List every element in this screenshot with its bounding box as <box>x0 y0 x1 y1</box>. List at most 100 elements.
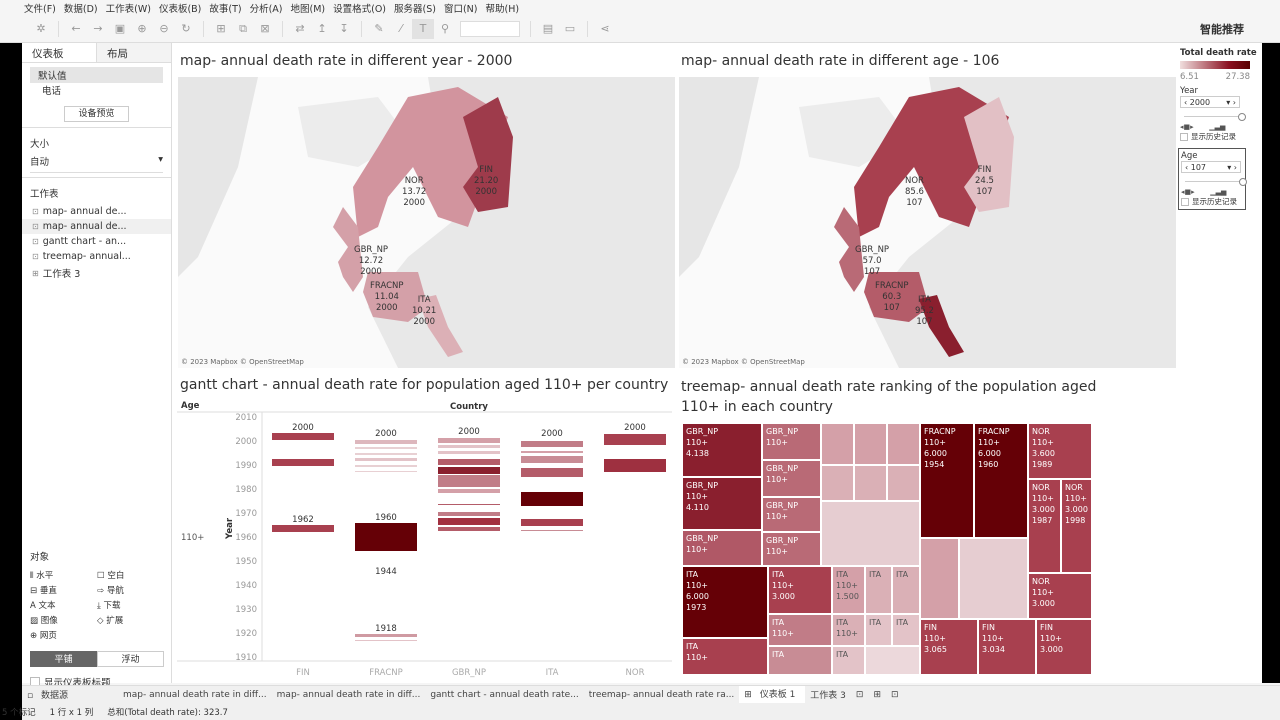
new-story-icon[interactable]: ⊡ <box>890 689 899 700</box>
treemap-cell[interactable]: ITA 110+ 1.500 <box>832 566 865 614</box>
worksheet-item[interactable]: ⊡ map- annual de... <box>22 219 171 234</box>
show-labels-icon[interactable]: T <box>412 18 434 39</box>
playback-controls[interactable]: ◂■▸ ▁▃▅ <box>1181 188 1227 196</box>
treemap-cell[interactable]: GBR_NP 110+ <box>762 532 821 566</box>
treemap-cell[interactable] <box>920 538 959 619</box>
group-icon[interactable]: ⁄ <box>400 22 402 35</box>
year-show-history[interactable]: 显示历史记录 <box>1180 131 1276 142</box>
new-sheet-icon[interactable]: ⊡ <box>855 689 864 700</box>
tab-datasource[interactable]: ▫ 数据源 <box>27 691 68 701</box>
duplicate-icon[interactable]: ⧉ <box>239 21 247 35</box>
menu-data[interactable]: 数据(D) <box>63 3 98 15</box>
new-sheet-icon[interactable]: ⊞ <box>216 22 226 35</box>
treemap-cell[interactable] <box>865 646 920 675</box>
menu-dashboard[interactable]: 仪表板(B) <box>158 3 202 15</box>
device-phone[interactable]: 电话 <box>42 86 62 97</box>
smart-recommend-button[interactable]: 智能推荐 <box>1200 23 1244 36</box>
treemap-cell[interactable]: GBR_NP 110+ <box>762 497 821 532</box>
menu-server[interactable]: 服务器(S) <box>394 3 436 15</box>
size-dropdown[interactable]: 自动 ▾ <box>30 154 163 173</box>
sort-asc-icon[interactable]: ↥ <box>317 22 327 35</box>
pause-update-icon[interactable]: ⊖ <box>159 22 169 35</box>
treemap-cell[interactable]: NOR 110+ 3.000 1998 <box>1061 479 1092 573</box>
treemap-cell[interactable]: ITA 110+ 3.000 <box>768 566 832 614</box>
worksheet-item[interactable]: ⊡ map- annual de... <box>32 206 127 217</box>
tab-sheet-4[interactable]: treemap- annual death rate ra... <box>588 689 735 700</box>
treemap-cell[interactable]: GBR_NP 110+ <box>762 460 821 497</box>
year-slider[interactable] <box>1184 113 1246 121</box>
menu-analysis[interactable]: 分析(A) <box>249 3 283 15</box>
tab-dashboard-1[interactable]: ⊞ 仪表板 1 <box>739 685 806 704</box>
fit-dropdown[interactable] <box>460 20 520 37</box>
tableau-logo-icon[interactable]: ✲ <box>36 22 46 35</box>
share-icon[interactable]: ⋖ <box>600 22 610 35</box>
object-blank[interactable]: ☐ 空白 <box>97 571 125 581</box>
treemap-cell[interactable]: NOR 110+ 3.000 <box>1028 573 1092 619</box>
sort-desc-icon[interactable]: ↧ <box>339 22 349 35</box>
floating-toggle[interactable]: 浮动 <box>97 651 164 667</box>
object-webpage[interactable]: ⊕ 网页 <box>30 631 57 641</box>
tab-worksheet-3[interactable]: 工作表 3 <box>810 691 846 701</box>
treemap-cell[interactable]: GBR_NP 110+ 4.138 <box>682 423 762 477</box>
tooltip-icon[interactable]: ▭ <box>564 22 576 35</box>
treemap-chart[interactable]: GBR_NP 110+ 4.138 GBR_NP 110+ 4.110 GBR_NP 11… <box>682 423 1092 675</box>
year-filter-dropdown[interactable]: ‹ 2000 ▾ › <box>1180 96 1240 108</box>
treemap-cell[interactable]: NOR 110+ 3.000 1987 <box>1028 479 1061 573</box>
treemap-cell[interactable] <box>854 423 887 465</box>
presentation-icon[interactable]: ▤ <box>542 22 554 35</box>
treemap-cell[interactable]: ITA <box>865 566 892 614</box>
treemap-cell[interactable]: ITA 110+ <box>682 638 768 675</box>
object-download[interactable]: ⤓ 下载 <box>97 601 121 611</box>
menu-format[interactable]: 设置格式(O) <box>333 3 387 15</box>
worksheet-item[interactable]: ⊞ 工作表 3 <box>32 268 81 281</box>
treemap-cell[interactable]: GBR_NP 110+ <box>762 423 821 460</box>
object-navigation[interactable]: ⇨ 导航 <box>97 586 124 596</box>
new-datasource-icon[interactable]: ⊕ <box>137 22 147 35</box>
map2-copyright[interactable]: © 2023 Mapbox © OpenStreetMap <box>682 358 805 366</box>
menu-file[interactable]: 文件(F) <box>24 3 56 15</box>
device-default[interactable]: 默认值 <box>30 67 163 83</box>
menu-help[interactable]: 帮助(H) <box>485 3 520 15</box>
treemap-cell[interactable] <box>821 465 854 501</box>
highlight-icon[interactable]: ✎ <box>374 22 384 35</box>
menu-window[interactable]: 窗口(N) <box>443 3 478 15</box>
age-show-history[interactable]: 显示历史记录 <box>1181 196 1243 207</box>
treemap-cell[interactable]: GBR_NP 110+ 4.110 <box>682 477 762 530</box>
playback-controls[interactable]: ◂■▸ ▁▃▅ <box>1180 123 1226 131</box>
tab-sheet-3[interactable]: gantt chart - annual death rate... <box>430 689 579 700</box>
treemap-cell[interactable]: FRACNP 110+ 6.000 1954 <box>920 423 974 538</box>
clear-sheet-icon[interactable]: ⊠ <box>260 22 270 35</box>
treemap-cell[interactable]: ITA <box>892 566 920 614</box>
object-extension[interactable]: ◇ 扩展 <box>97 616 124 626</box>
map2[interactable]: FIN 24.5 107 NOR 85.6 107 GBR_NP 57.0 107 FRAC… <box>679 77 1176 368</box>
treemap-cell[interactable]: ITA <box>892 614 920 646</box>
tab-dashboard[interactable]: 仪表板 <box>22 43 97 62</box>
new-dashboard-icon[interactable]: ⊞ <box>873 689 881 700</box>
menu-worksheet[interactable]: 工作表(W) <box>105 3 151 15</box>
age-filter-dropdown[interactable]: ‹ 107 ▾ › <box>1181 161 1241 173</box>
map1-copyright[interactable]: © 2023 Mapbox © OpenStreetMap <box>181 358 304 366</box>
object-vertical[interactable]: ⊟ 垂直 <box>30 586 57 596</box>
treemap-cell[interactable]: ITA 110+ <box>768 614 832 646</box>
treemap-cell[interactable] <box>821 423 854 465</box>
treemap-cell[interactable]: ITA 110+ <box>832 614 865 646</box>
object-horizontal[interactable]: ⫴ 水平 <box>30 571 54 581</box>
device-preview-button[interactable]: 设备预览 <box>64 106 129 122</box>
treemap-cell[interactable] <box>959 538 1028 619</box>
treemap-cell[interactable]: ITA 110+ 6.000 1973 <box>682 566 768 638</box>
treemap-cell[interactable] <box>887 423 920 465</box>
treemap-cell[interactable]: ITA <box>832 646 865 675</box>
forward-icon[interactable]: → <box>93 22 103 35</box>
back-icon[interactable]: ← <box>71 22 81 35</box>
tab-sheet-1[interactable]: map- annual death rate in diff... <box>122 689 267 700</box>
map1[interactable]: FIN 21.20 2000 NOR 13.72 2000 GBR_NP 12.72 200… <box>178 77 675 368</box>
worksheet-item[interactable]: ⊡ gantt chart - an... <box>32 236 127 247</box>
treemap-cell[interactable]: FRACNP 110+ 6.000 1960 <box>974 423 1028 538</box>
treemap-cell[interactable]: NOR 110+ 3.600 1989 <box>1028 423 1092 479</box>
menu-map[interactable]: 地图(M) <box>290 3 326 15</box>
object-text[interactable]: A 文本 <box>30 601 56 611</box>
treemap-cell[interactable]: FIN 110+ 3.000 <box>1036 619 1092 675</box>
pin-icon[interactable]: ⚲ <box>440 22 450 35</box>
treemap-cell[interactable]: ITA <box>865 614 892 646</box>
treemap-cell[interactable]: ITA <box>768 646 832 675</box>
